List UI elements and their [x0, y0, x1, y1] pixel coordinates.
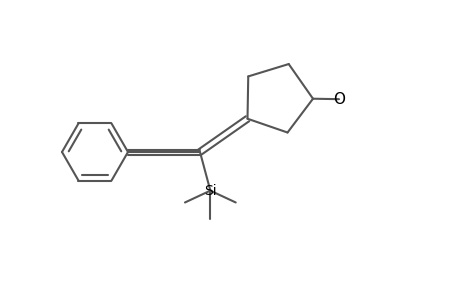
Text: O: O [332, 92, 344, 107]
Text: Si: Si [204, 184, 216, 198]
